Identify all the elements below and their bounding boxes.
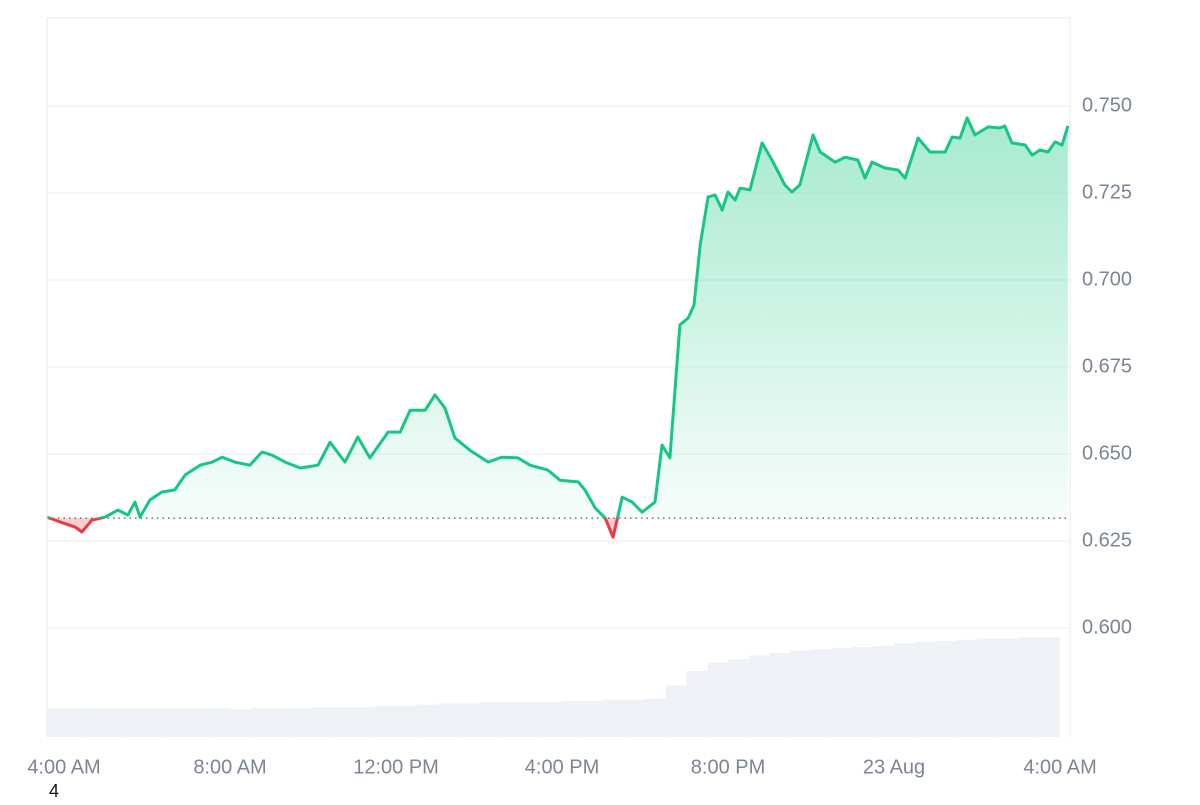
volume-bar xyxy=(997,638,1019,737)
volume-bar xyxy=(437,703,459,737)
volume-bar xyxy=(354,707,376,737)
y-tick-label: 0.600 xyxy=(1082,616,1132,638)
x-tick-label: 4:00 PM xyxy=(525,756,599,778)
x-tick-label: 4:00 AM xyxy=(1023,756,1096,778)
volume-bar xyxy=(396,705,417,737)
y-tick-label: 0.675 xyxy=(1082,355,1132,377)
volume-bar xyxy=(831,648,853,737)
volume-bar xyxy=(541,702,563,737)
volume-bar xyxy=(105,708,127,737)
volume-bar xyxy=(582,701,604,737)
volume-bar xyxy=(458,703,480,737)
volume-bar xyxy=(188,708,210,737)
area-above xyxy=(47,117,1068,519)
y-tick-label: 0.700 xyxy=(1082,268,1132,290)
volume-bar xyxy=(769,653,791,737)
volume-bar xyxy=(375,705,397,737)
plot xyxy=(46,105,1070,737)
volume-bar xyxy=(250,708,272,737)
x-tick-label: 12:00 PM xyxy=(353,756,439,778)
y-tick-label: 0.725 xyxy=(1082,181,1132,203)
volume-bar xyxy=(479,702,500,737)
volume-bar xyxy=(271,708,293,737)
volume-bar xyxy=(686,671,708,737)
volume-bar xyxy=(811,649,832,737)
x-tick-label: 8:00 AM xyxy=(193,756,266,778)
volume-bar xyxy=(914,642,936,737)
volume-bar xyxy=(728,659,749,737)
volume-bar xyxy=(790,650,812,737)
price-line xyxy=(46,116,1070,519)
annotation: 4 xyxy=(49,781,59,800)
x-tick-label: 8:00 PM xyxy=(691,756,765,778)
volume-bar xyxy=(935,641,957,737)
volume-bar xyxy=(562,701,583,737)
volume-bar xyxy=(748,655,770,737)
y-tick-label: 0.750 xyxy=(1082,94,1132,116)
y-tick-label: 0.625 xyxy=(1082,529,1132,551)
volume-bar xyxy=(167,708,189,737)
x-tick-label: 4:00 AM xyxy=(27,756,100,778)
volume-bar xyxy=(230,709,251,737)
volume-bar xyxy=(1018,637,1040,737)
volume-bar xyxy=(84,708,106,737)
volume-bar xyxy=(126,708,148,737)
volume-bar xyxy=(1039,637,1061,737)
volume-bar xyxy=(499,702,521,737)
volume-bar xyxy=(147,708,168,737)
y-tick-label: 0.650 xyxy=(1082,442,1132,464)
volume-bar xyxy=(873,645,895,737)
volume-bar xyxy=(603,699,625,737)
volume-bar xyxy=(416,704,438,737)
volume-bar xyxy=(209,708,231,737)
volume-bar xyxy=(852,647,874,737)
volume-bar xyxy=(520,702,542,737)
x-tick-label: 23 Aug xyxy=(863,756,925,778)
volume-bar xyxy=(64,708,85,737)
volume-bar xyxy=(707,662,729,737)
volume-bar xyxy=(665,685,687,737)
volume-bar xyxy=(645,698,666,737)
volume-bar xyxy=(47,708,65,737)
volume-bar xyxy=(977,638,998,737)
volume-bar xyxy=(956,639,978,737)
volume-bar xyxy=(894,643,915,737)
volume-bar xyxy=(333,707,355,737)
volume xyxy=(47,637,1061,737)
volume-bar xyxy=(624,699,646,737)
volume-bar xyxy=(313,707,334,737)
volume-bar xyxy=(292,708,314,737)
